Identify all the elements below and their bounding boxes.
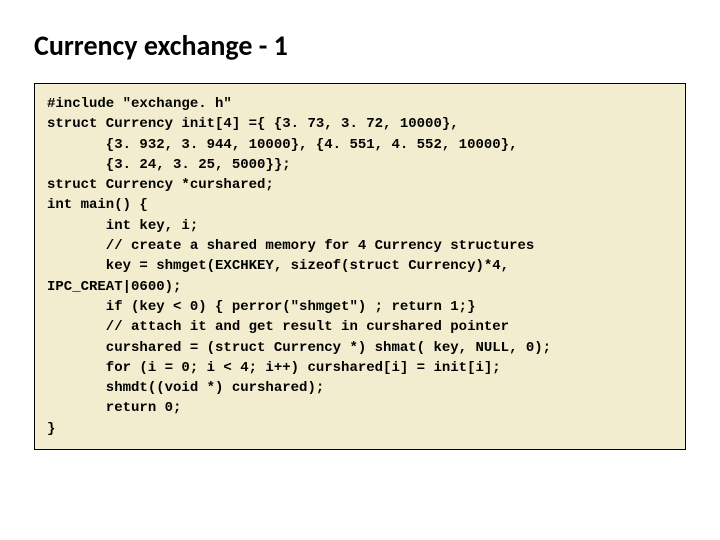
code-block: #include "exchange. h" struct Currency i… [34, 83, 686, 450]
page-title: Currency exchange - 1 [34, 28, 686, 63]
